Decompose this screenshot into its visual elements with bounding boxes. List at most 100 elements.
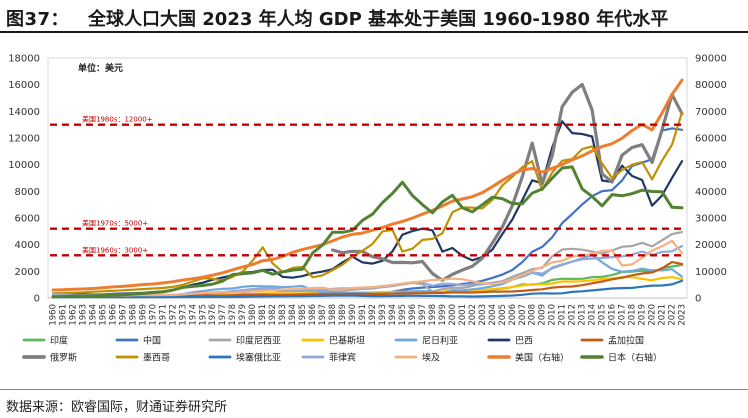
unit-label: 单位：美元 [78,62,123,74]
y-left-tick-label: 6000 [15,214,40,225]
legend-label: 埃及 [422,352,440,364]
legend-label: 中国 [143,335,161,347]
series-line-俄罗斯 [331,82,684,282]
x-tick-label: 1960 [48,304,58,326]
legend-label: 墨西哥 [143,353,170,364]
x-tick-label: 2011 [558,304,568,326]
x-tick-label: 2013 [578,304,588,326]
x-tick-label: 1963 [78,304,88,326]
x-tick-label: 1985 [298,304,308,326]
y-right-tick-label: 50000 [695,160,727,171]
x-tick-label: 1981 [258,304,268,326]
x-tick-label: 1997 [418,304,428,326]
y-right-tick-label: 30000 [695,214,727,225]
x-tick-label: 1993 [378,304,388,326]
x-tick-label: 1989 [338,304,348,326]
y-left-tick-label: 4000 [15,240,40,251]
x-tick-label: 1964 [88,304,98,326]
figure-header: 图37： 全球人口大国 2023 年人均 GDP 基本处于美国 1960-198… [0,0,748,34]
legend-label: 日本（右轴） [608,352,662,364]
x-tick-label: 1990 [348,304,358,326]
x-tick-label: 2010 [548,304,558,326]
x-tick-label: 2019 [638,304,648,326]
x-tick-label: 1969 [138,304,148,326]
y-right-tick-label: 80000 [695,80,727,91]
x-tick-label: 1978 [228,304,238,326]
figure-number: 图37： [6,9,70,30]
x-tick-label: 1973 [178,304,188,326]
x-tick-label: 2003 [478,304,488,326]
x-tick-label: 2005 [498,304,508,326]
x-tick-label: 2020 [648,304,658,326]
series-line-埃塞俄比亚 [51,279,684,299]
legend-label: 印度 [50,335,68,347]
x-tick-label: 2009 [538,304,548,326]
y-left-tick-label: 12000 [8,134,40,145]
y-left-tick-label: 10000 [8,160,40,171]
x-tick-label: 1996 [408,304,418,326]
x-tick-label: 1976 [208,304,218,326]
x-tick-label: 1992 [368,304,378,326]
y-left-tick-label: 14000 [8,107,40,118]
legend-label: 俄罗斯 [50,352,77,364]
x-tick-label: 1965 [98,304,108,326]
y-left-tick-label: 2000 [15,267,40,278]
x-tick-label: 2017 [618,304,628,326]
reference-line-label: 美国1970s：5000+ [82,219,148,228]
x-tick-label: 1961 [58,304,68,326]
x-tick-label: 1975 [198,304,208,326]
x-tick-label: 1998 [428,304,438,326]
x-tick-label: 2012 [568,304,578,326]
x-tick-label: 1986 [308,304,318,326]
source-note: 数据来源：欧睿国际，财通证券研究所 [6,400,228,415]
x-tick-label: 2022 [668,304,678,326]
x-tick-label: 1977 [218,304,228,326]
x-tick-label: 1987 [318,304,328,326]
x-tick-label: 1994 [388,304,398,326]
x-tick-label: 1971 [158,304,168,326]
x-tick-label: 2007 [518,304,528,326]
x-tick-label: 1988 [328,304,338,326]
x-tick-label: 2001 [458,304,468,326]
x-tick-label: 2006 [508,304,518,326]
legend-label: 尼日利亚 [422,335,458,347]
x-tick-label: 2016 [608,304,618,326]
x-tick-label: 1972 [168,304,178,326]
x-tick-label: 1980 [248,304,258,326]
figure-title: 全球人口大国 2023 年人均 GDP 基本处于美国 1960-1980 年代水… [88,9,669,30]
x-tick-label: 2000 [448,304,458,326]
x-tick-label: 1962 [68,304,78,326]
x-tick-label: 1995 [398,304,408,326]
x-tick-label: 1979 [238,304,248,326]
legend-label: 菲律宾 [329,352,356,364]
x-tick-label: 2023 [678,304,688,326]
x-tick-label: 2002 [468,304,478,326]
y-right-tick-label: 40000 [695,187,727,198]
x-tick-label: 1966 [108,304,118,326]
x-tick-label: 1967 [118,304,128,326]
x-tick-label: 1968 [128,304,138,326]
x-tick-label: 2018 [628,304,638,326]
x-tick-label: 2004 [488,304,498,326]
legend-label: 埃塞俄比亚 [236,352,281,364]
x-tick-label: 1974 [188,304,198,326]
x-tick-label: 2014 [588,304,598,326]
y-right-tick-label: 70000 [695,107,727,118]
line-chart: 0 2000 4000 6000 8000 10000 12000 14000 16000 180… [8,54,727,364]
y-right-tick-label: 0 [695,294,701,305]
series-line-美国（右轴） [51,78,684,292]
x-tick-label: 1991 [358,304,368,326]
legend-label: 美国（右轴） [515,352,569,364]
title-divider [0,31,748,33]
legend-label: 孟加拉国 [608,335,644,347]
x-tick-label: 2008 [528,304,538,326]
y-left-tick-label: 16000 [8,80,40,91]
x-tick-label: 1970 [148,304,158,326]
footer-divider [0,389,748,390]
reference-line-label: 美国1980s：12000+ [82,115,153,124]
y-left-tick-label: 0 [34,294,40,305]
x-tick-label: 1982 [268,304,278,326]
x-tick-label: 2021 [658,304,668,326]
legend-label: 巴西 [515,336,533,347]
series-line-日本（右轴） [51,165,684,299]
